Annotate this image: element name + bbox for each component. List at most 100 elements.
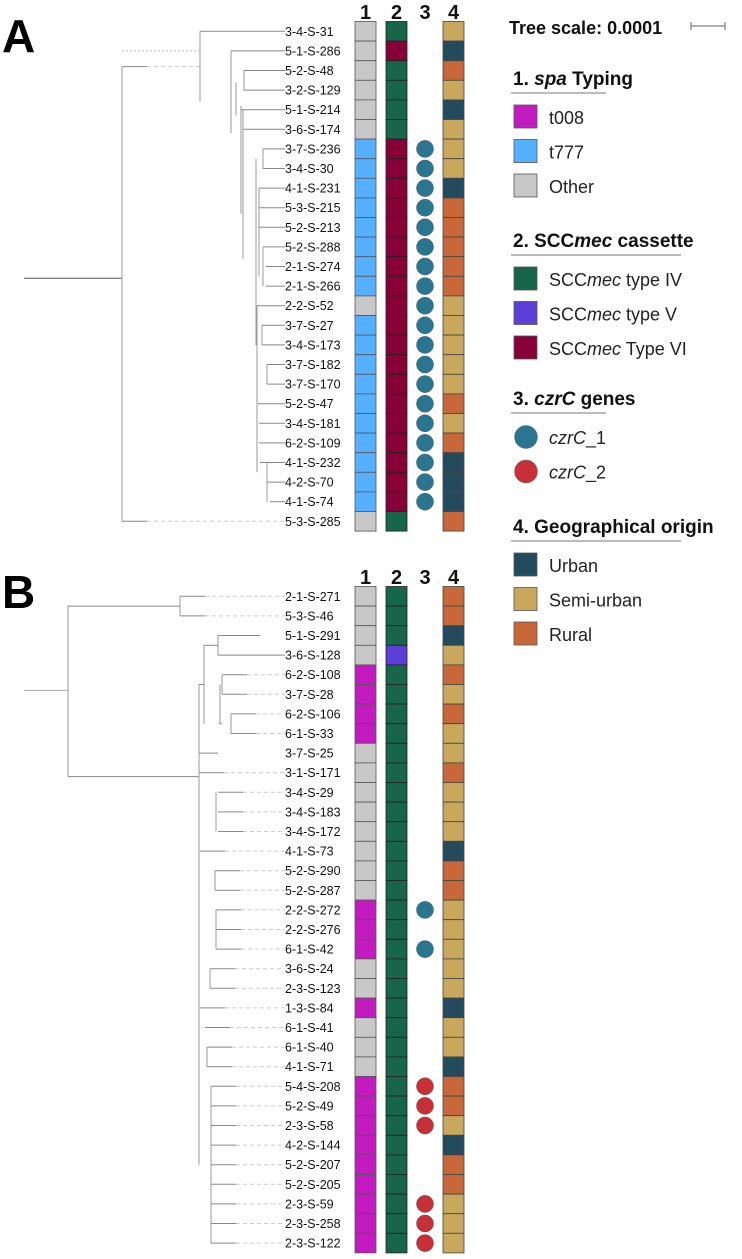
spa-cell bbox=[354, 138, 377, 160]
panel-a: A 1 2 3 4 3-4-S-31 5-1-S-286 5-2-S-48 3-2-S-129 5… bbox=[2, 2, 465, 532]
geo-cell bbox=[442, 21, 465, 42]
column-header-2: 2 bbox=[391, 2, 402, 24]
czrc-marker bbox=[416, 492, 434, 511]
sccmec-cell bbox=[385, 644, 408, 666]
spa-cell bbox=[354, 919, 377, 940]
geo-cell bbox=[442, 742, 465, 764]
leaf-label: 4-1-S-232 bbox=[285, 456, 341, 470]
sccmec-cell bbox=[385, 1193, 408, 1215]
geo-cell bbox=[442, 664, 465, 685]
leaf-label: 5-2-S-287 bbox=[285, 884, 341, 898]
leaf-label: 2-2-S-276 bbox=[285, 923, 341, 937]
legend-title: 4. Geographical origin bbox=[513, 517, 714, 538]
sccmec-cell bbox=[385, 840, 408, 862]
sccmec-cell bbox=[385, 684, 408, 705]
geo-cell bbox=[442, 158, 465, 179]
leaf-label: 3-6-S-128 bbox=[285, 649, 341, 663]
spa-cell bbox=[354, 840, 377, 862]
sccmec-cell bbox=[385, 605, 408, 627]
legend-swatch-VI bbox=[513, 335, 538, 360]
geo-cell bbox=[442, 1134, 465, 1156]
geo-cell bbox=[442, 801, 465, 823]
leaf-label: 5-2-S-49 bbox=[285, 1099, 334, 1113]
spa-cell bbox=[354, 99, 377, 120]
geo-cell bbox=[442, 138, 465, 160]
geo-cell bbox=[442, 334, 465, 356]
leaf-label: 6-1-S-42 bbox=[285, 943, 334, 957]
leaf-label: 4-1-S-231 bbox=[285, 182, 341, 196]
leaf-label: 3-4-S-172 bbox=[285, 825, 341, 839]
sccmec-cell bbox=[385, 801, 408, 823]
spa-cell bbox=[354, 511, 377, 532]
geo-cell bbox=[442, 821, 465, 842]
leaf-label: 5-2-S-213 bbox=[285, 221, 341, 235]
leaf-label: 3-4-S-31 bbox=[285, 25, 334, 39]
leaf-label: 2-3-S-258 bbox=[285, 1217, 341, 1231]
legend-label-V: SCCmec type V bbox=[549, 305, 677, 325]
sccmec-cell bbox=[385, 782, 408, 803]
czrc-marker bbox=[416, 257, 434, 276]
geo-cell bbox=[442, 432, 465, 454]
geo-cell bbox=[442, 919, 465, 940]
legend-swatch-t777 bbox=[513, 139, 538, 163]
spa-cell bbox=[354, 275, 377, 297]
spa-cell bbox=[354, 40, 377, 62]
geo-cell bbox=[442, 703, 465, 725]
spa-cell bbox=[354, 664, 377, 685]
geo-cell bbox=[442, 586, 465, 607]
spa-cell bbox=[354, 782, 377, 803]
czrc-marker bbox=[416, 901, 434, 919]
leaf-label: 5-2-S-288 bbox=[285, 240, 341, 254]
spa-cell bbox=[354, 256, 377, 277]
leaf-label: 5-1-S-214 bbox=[285, 103, 341, 117]
legend-swatch-IV bbox=[513, 266, 538, 291]
geo-cell bbox=[442, 644, 465, 666]
geo-cell bbox=[442, 860, 465, 881]
legend-label-R: Rural bbox=[549, 625, 592, 645]
czrc-marker bbox=[416, 140, 434, 158]
geo-cell bbox=[442, 625, 465, 646]
spa-cell bbox=[354, 315, 377, 336]
geo-cell bbox=[442, 880, 465, 901]
sccmec-cell bbox=[385, 511, 408, 532]
czrc-marker bbox=[416, 296, 434, 315]
spa-cell bbox=[354, 432, 377, 454]
spa-cell bbox=[354, 938, 377, 960]
leaf-label: 3-7-S-236 bbox=[285, 142, 341, 156]
legend-swatch-c1 bbox=[514, 425, 538, 449]
leaf-label: 4-2-S-70 bbox=[285, 476, 334, 490]
leaf-label: 6-2-S-108 bbox=[285, 668, 341, 682]
leaf-label: 2-2-S-272 bbox=[285, 903, 341, 917]
sccmec-cell bbox=[385, 40, 408, 62]
sccmec-cell bbox=[385, 1017, 408, 1038]
leaf-label: 5-1-S-286 bbox=[285, 44, 341, 58]
spa-cell bbox=[354, 801, 377, 823]
leaf-label: 5-2-S-47 bbox=[285, 397, 334, 411]
leaf-label: 3-6-S-24 bbox=[285, 962, 334, 976]
spa-cell bbox=[354, 899, 377, 921]
spa-cell bbox=[354, 1232, 377, 1254]
geo-cell bbox=[442, 491, 465, 512]
spa-cell bbox=[354, 452, 377, 473]
geo-cell bbox=[442, 511, 465, 532]
czrc-marker bbox=[416, 453, 434, 472]
tree bbox=[24, 30, 285, 522]
spa-cell bbox=[354, 197, 377, 218]
legend-label-t777: t777 bbox=[549, 143, 584, 163]
legend-title: 1. spa Typing bbox=[513, 69, 633, 90]
spa-cell bbox=[354, 21, 377, 42]
leaf-label: 2-3-S-122 bbox=[285, 1237, 341, 1251]
geo-cell bbox=[442, 373, 465, 395]
spa-cell bbox=[354, 79, 377, 101]
spa-cell bbox=[354, 295, 377, 316]
sccmec-cell bbox=[385, 664, 408, 685]
geo-cell bbox=[442, 1213, 465, 1234]
geo-cell bbox=[442, 899, 465, 921]
geo-cell bbox=[442, 177, 465, 199]
czrc-marker bbox=[416, 394, 434, 413]
sccmec-cell bbox=[385, 1154, 408, 1175]
sccmec-cell bbox=[385, 703, 408, 725]
geo-cell bbox=[442, 938, 465, 960]
legend-label-IV: SCCmec type IV bbox=[549, 270, 682, 290]
czrc-marker bbox=[416, 1195, 434, 1213]
